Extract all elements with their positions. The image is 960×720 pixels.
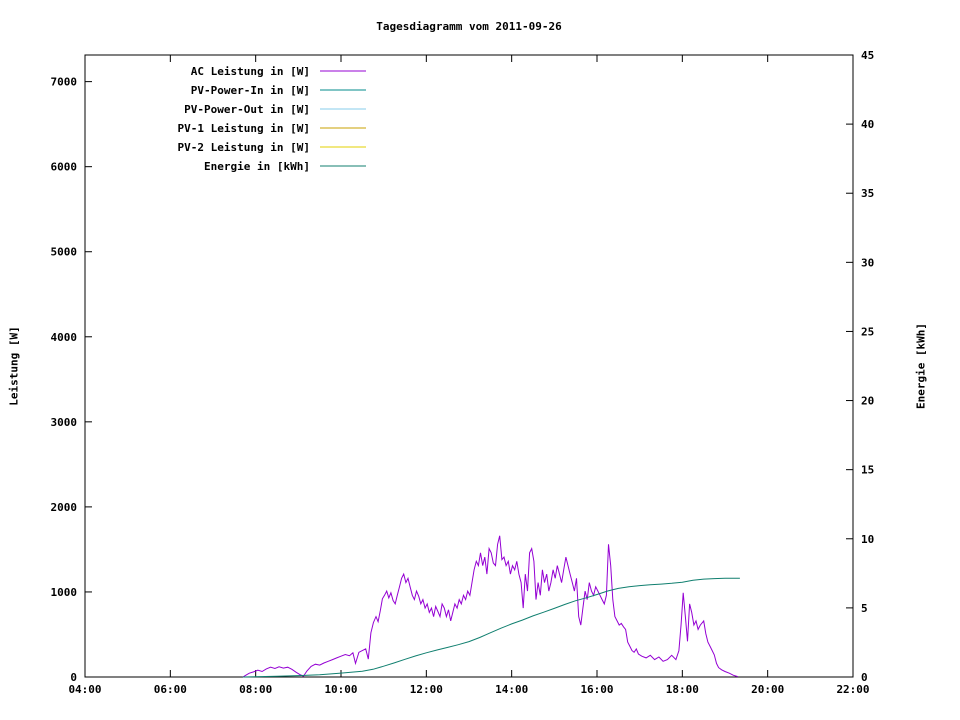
y-axis-label-right: Energie [kWh] (914, 322, 928, 410)
x-axis-ticks: 04:00 06:00 08:00 10:00 12:00 14:00 16:00 18:00… (68, 55, 870, 696)
legend-label-pv-power-in-in-w: PV-Power-In in [W] (191, 84, 310, 97)
y-right-tick-label: 0 (861, 671, 868, 684)
y-left-tick-label: 3000 (51, 416, 78, 429)
x-tick-label: 18:00 (666, 683, 699, 696)
y-right-tick-label: 5 (861, 602, 868, 615)
y-right-tick-label: 40 (861, 118, 874, 131)
legend-label-pv-1-leistung-in-w: PV-1 Leistung in [W] (178, 122, 310, 135)
x-tick-label: 20:00 (751, 683, 784, 696)
y-left-tick-label: 5000 (51, 246, 78, 259)
y-axis-label-left: Leistung [W] (7, 326, 21, 406)
y-left-tick-label: 1000 (51, 586, 78, 599)
x-tick-label: 08:00 (239, 683, 272, 696)
y-right-ticks: 0 5 10 15 20 25 30 35 40 45 (846, 49, 874, 684)
x-tick-label: 14:00 (495, 683, 528, 696)
series-line-energie-in-kwh (242, 577, 740, 678)
legend-label-pv-power-out-in-w: PV-Power-Out in [W] (184, 103, 310, 116)
x-tick-label: 06:00 (154, 683, 187, 696)
y-right-tick-label: 20 (861, 395, 874, 408)
x-tick-label: 12:00 (410, 683, 443, 696)
y-left-tick-label: 0 (70, 671, 77, 684)
x-tick-label: 04:00 (68, 683, 101, 696)
x-tick-label: 22:00 (836, 683, 869, 696)
series-lines (242, 535, 740, 678)
series-line-ac-leistung-in-w (242, 535, 738, 678)
x-tick-label: 10:00 (324, 683, 357, 696)
legend-label-energie-in-kwh: Energie in [kWh] (204, 160, 310, 173)
legend-label-pv-2-leistung-in-w: PV-2 Leistung in [W] (178, 141, 310, 154)
y-right-tick-label: 15 (861, 464, 874, 477)
y-left-tick-label: 2000 (51, 501, 78, 514)
x-tick-label: 16:00 (580, 683, 613, 696)
chart-title: Tagesdiagramm vom 2011-09-26 (376, 20, 562, 33)
y-left-tick-label: 6000 (51, 161, 78, 174)
y-right-tick-label: 45 (861, 49, 874, 62)
y-right-tick-label: 25 (861, 325, 874, 338)
y-left-tick-label: 4000 (51, 331, 78, 344)
legend: AC Leistung in [W] PV-Power-In in [W] PV-P… (178, 65, 366, 173)
y-left-ticks: 0 1000 2000 3000 4000 5000 6000 7000 (51, 76, 92, 684)
legend-label-ac-leistung-in-w: AC Leistung in [W] (191, 65, 310, 78)
y-right-tick-label: 30 (861, 256, 874, 269)
y-left-tick-label: 7000 (51, 76, 78, 89)
y-right-tick-label: 10 (861, 533, 874, 546)
plot-border (84, 54, 854, 678)
y-right-tick-label: 35 (861, 187, 874, 200)
